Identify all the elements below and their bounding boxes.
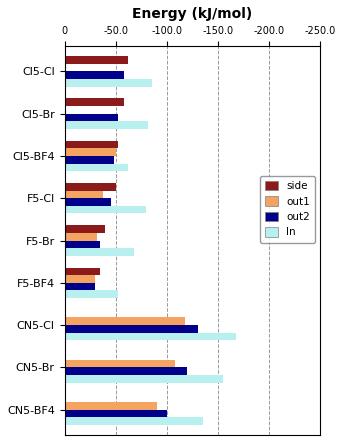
Bar [64,164,128,171]
Bar [64,79,152,87]
Bar [64,275,95,283]
Bar [64,283,95,290]
Bar [64,233,97,240]
Bar [64,375,223,383]
Bar [64,99,124,106]
Bar [64,225,106,233]
Legend: side, out1, out2, In: side, out1, out2, In [260,176,315,243]
Bar [64,417,203,425]
Bar [64,191,104,198]
Bar [64,248,134,256]
Bar [64,183,116,191]
Bar [64,240,100,248]
Bar [64,198,110,206]
Title: Energy (kJ/mol): Energy (kJ/mol) [132,7,252,21]
Bar [64,267,100,275]
Bar [64,333,237,340]
Bar [64,367,187,375]
Bar [64,121,149,129]
Bar [64,71,124,79]
Bar [64,56,128,64]
Bar [64,290,118,298]
Bar [64,325,198,333]
Bar [64,156,114,164]
Bar [64,141,118,149]
Bar [64,402,157,410]
Bar [64,206,146,213]
Bar [64,410,167,417]
Bar [64,114,118,121]
Bar [64,360,175,367]
Bar [64,317,185,325]
Bar [64,149,116,156]
